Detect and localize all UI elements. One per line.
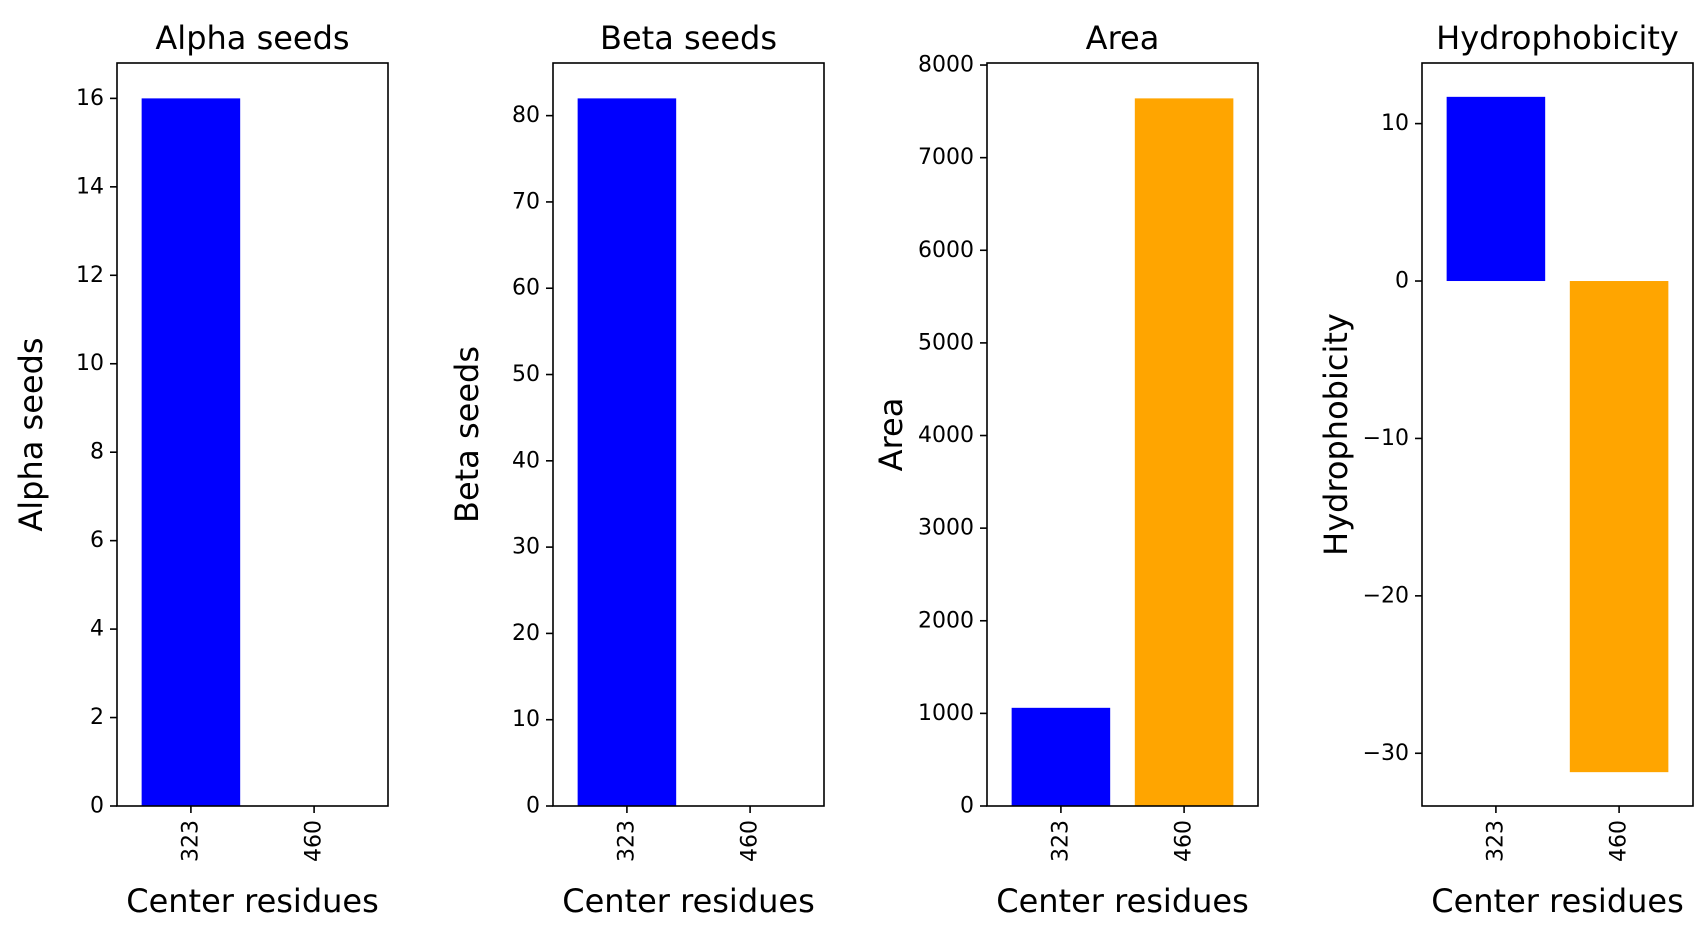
y-tick-label: 14 [76,174,104,199]
x-tick-label: 323 [614,820,639,862]
y-tick-label: 10 [512,707,540,732]
y-tick-label: −30 [1363,741,1409,766]
y-tick-label: 10 [76,351,104,376]
y-tick-label: 70 [512,189,540,214]
x-tick-label: 460 [738,820,763,862]
y-axis-label: Hydrophobicity [1317,313,1355,556]
bar-323 [141,98,241,806]
chart-panel-1: 0 2 4 6 8 10 12 14 16 323 460 Alpha seeds Center res… [12,19,389,920]
bar-460 [1569,281,1669,773]
y-tick-label: 10 [1381,111,1409,136]
x-tick-label: 323 [178,820,203,862]
chart-panel-2: 0 10 20 30 40 50 60 70 80 323 460 Beta seeds Center … [448,19,825,920]
chart-panel-3: 0 1000 2000 3000 4000 5000 6000 7000 8000 323 460 A… [872,19,1259,920]
x-tick-label: 323 [1483,820,1508,862]
y-tick-label: 2 [90,705,104,730]
x-axis-label: Center residues [562,882,815,920]
y-tick-label: 0 [526,794,540,819]
bar-323 [577,98,677,806]
x-tick-label: 460 [1607,820,1632,862]
plot-frame [552,62,825,807]
plot-frame [116,62,389,807]
y-tick-label: 4 [90,617,104,642]
y-tick-label: 8000 [918,53,974,78]
y-tick-label: 7000 [918,145,974,170]
y-axis-label: Alpha seeds [12,337,50,531]
y-tick-label: 8 [90,440,104,465]
y-tick-label: 5000 [918,330,974,355]
y-tick-label: 12 [76,263,104,288]
y-tick-label: 6000 [918,238,974,263]
y-axis-label: Area [872,398,910,472]
y-tick-label: 1000 [918,701,974,726]
x-tick-label: 323 [1048,820,1073,862]
y-tick-label: 2000 [918,608,974,633]
y-tick-label: 6 [90,528,104,553]
y-tick-label: 20 [512,621,540,646]
panel-title: Beta seeds [600,19,777,57]
chart-panel-4: −30 −20 −10 0 10 323 460 Hydrophobicity Center r… [1317,19,1694,920]
bar-323 [1011,707,1111,806]
plot-frame [986,62,1259,807]
y-tick-label: 16 [76,86,104,111]
y-tick-label: 0 [90,794,104,819]
y-tick-label: 0 [1395,269,1409,294]
y-tick-label: −20 [1363,583,1409,608]
plot-frame [1421,62,1694,807]
y-tick-label: 30 [512,535,540,560]
bar-460 [1134,98,1234,806]
y-tick-label: 0 [960,794,974,819]
x-axis-label: Center residues [996,882,1249,920]
y-tick-label: 60 [512,276,540,301]
panel-title: Alpha seeds [155,19,349,57]
y-tick-label: 4000 [918,423,974,448]
y-tick-label: −10 [1363,426,1409,451]
x-axis-label: Center residues [1431,882,1684,920]
y-axis-label: Beta seeds [448,346,486,523]
panel-title: Area [1086,19,1160,57]
y-tick-label: 50 [512,362,540,387]
bar-323 [1446,96,1546,282]
y-tick-label: 80 [512,103,540,128]
x-tick-label: 460 [302,820,327,862]
y-tick-label: 40 [512,448,540,473]
x-axis-label: Center residues [126,882,379,920]
panel-title: Hydrophobicity [1436,19,1679,57]
x-tick-label: 460 [1172,820,1197,862]
y-tick-label: 3000 [918,516,974,541]
